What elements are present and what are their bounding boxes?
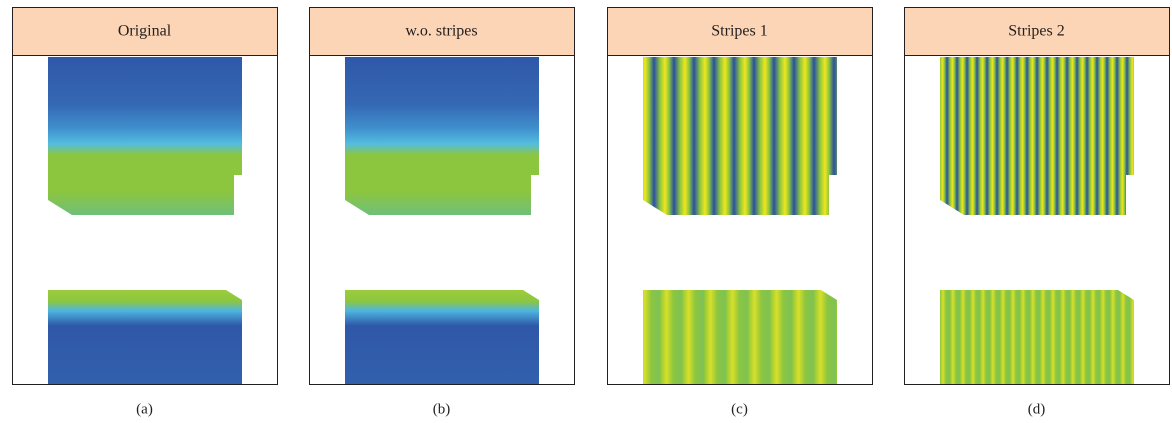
panel-header (12, 7, 278, 56)
panel-header (607, 7, 873, 56)
panel-header (904, 7, 1170, 56)
image-top (345, 57, 539, 215)
image-top (48, 57, 242, 215)
panel-title: Original (118, 23, 172, 40)
panel-caption: (a) (136, 401, 153, 417)
image-top (940, 57, 1134, 215)
image-bottom (643, 290, 837, 384)
panel-title: Stripes 2 (1008, 23, 1064, 40)
panel-caption: (d) (1028, 401, 1046, 417)
image-bottom (345, 290, 539, 384)
image-bottom (48, 290, 242, 384)
panel-header (309, 7, 575, 56)
panel-caption: (c) (731, 401, 748, 417)
image-top (643, 57, 837, 215)
image-bottom (940, 290, 1134, 384)
panel-title: w.o. stripes (405, 23, 477, 40)
panel-caption: (b) (433, 401, 451, 417)
panel-title: Stripes 1 (711, 23, 767, 40)
